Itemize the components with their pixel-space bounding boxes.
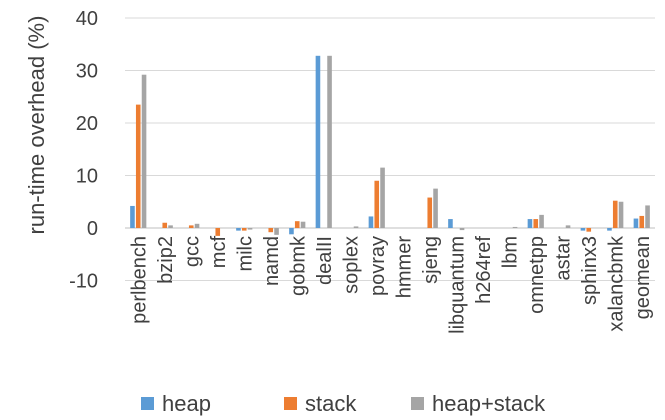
bar-stack-sjeng <box>427 197 433 228</box>
bar-heap-plus-stack-geomean <box>645 205 650 228</box>
bar-heap-plus-stack-milc <box>247 228 253 230</box>
bar-stack-geomean <box>639 215 645 228</box>
bar-stack-omnetpp <box>533 219 539 228</box>
legend-swatch-heap <box>141 397 154 410</box>
x-tick-label: libquantum <box>446 236 468 334</box>
x-tick-label: perlbench <box>128 236 150 324</box>
x-tick-label: milc <box>234 236 256 272</box>
bar-heap-perlbench <box>130 205 135 228</box>
bar-heap-plus-stack-soplex <box>353 226 359 228</box>
gridlines <box>125 17 655 281</box>
bar-heap-plus-stack-gcc <box>194 223 200 228</box>
x-tick-label: geomean <box>632 236 654 319</box>
y-tick-label: 20 <box>76 113 98 135</box>
bar-heap-dealII <box>315 55 321 228</box>
x-tick-label: gcc <box>181 236 203 267</box>
y-tick-label: 40 <box>76 8 98 30</box>
bar-heap-plus-stack-astar <box>565 225 571 228</box>
bar-heap-plus-stack-perlbench <box>141 74 147 228</box>
y-axis-title: run-time overhead (%) <box>24 16 49 235</box>
y-tick-label: 10 <box>76 166 98 188</box>
bar-heap-plus-stack-xalancbmk <box>618 201 624 228</box>
bar-heap-geomean <box>633 218 639 228</box>
x-tick-label: soplex <box>340 236 362 294</box>
bars <box>130 55 650 236</box>
bar-stack-perlbench <box>135 104 141 228</box>
x-tick-label: h264ref <box>473 236 495 304</box>
x-tick-label: bzip2 <box>155 236 177 284</box>
bar-heap-plus-stack-gobmk <box>300 221 306 228</box>
bar-heap-plus-stack-omnetpp <box>539 214 544 228</box>
x-tick-label: mcf <box>208 236 230 269</box>
bar-stack-gobmk <box>294 221 300 228</box>
x-tick-label: sphinx3 <box>579 236 601 305</box>
bar-heap-xalancbmk <box>607 228 612 231</box>
legend-swatch-heap-plus-stack <box>411 397 424 410</box>
bar-heap-sphinx3 <box>580 228 586 231</box>
x-tick-label: namd <box>261 236 283 286</box>
x-tick-label: dealII <box>314 236 336 285</box>
legend-swatch-stack <box>284 397 297 410</box>
bar-stack-povray <box>374 180 380 228</box>
bar-heap-plus-stack-libquantum <box>459 228 465 231</box>
bar-heap-libquantum <box>448 219 453 228</box>
y-tick-label: -10 <box>69 271 98 293</box>
bar-heap-gobmk <box>289 228 294 235</box>
y-tick-labels: -10 0 10 20 30 40 <box>69 8 98 293</box>
x-tick-label: sjeng <box>420 236 442 284</box>
x-tick-label: lbm <box>499 236 521 268</box>
x-tick-label: omnetpp <box>526 236 548 314</box>
legend: heap stack heap+stack <box>141 391 546 416</box>
bar-heap-milc <box>236 228 241 231</box>
bar-stack-gcc <box>188 225 194 228</box>
x-tick-label: hmmer <box>393 236 415 299</box>
bar-heap-plus-stack-dealII <box>327 55 332 228</box>
x-tick-label: gobmk <box>287 235 309 296</box>
bar-stack-milc <box>241 228 247 231</box>
legend-label-stack: stack <box>305 391 357 416</box>
bar-stack-sphinx3 <box>586 228 592 232</box>
bar-stack-mcf <box>215 228 221 236</box>
bar-stack-bzip2 <box>162 222 168 228</box>
bar-stack-xalancbmk <box>612 200 618 228</box>
legend-label-heap: heap <box>162 391 211 416</box>
x-tick-label: astar <box>552 236 574 281</box>
x-tick-label: xalancbmk <box>605 235 627 332</box>
bar-heap-plus-stack-namd <box>274 228 279 235</box>
bar-heap-omnetpp <box>527 219 533 228</box>
bar-heap-plus-stack-bzip2 <box>168 225 173 228</box>
bar-heap-povray <box>368 216 374 228</box>
bar-heap-plus-stack-lbm <box>512 226 518 228</box>
bar-stack-namd <box>268 228 274 233</box>
y-tick-label: 0 <box>87 218 98 240</box>
legend-label-heap-plus-stack: heap+stack <box>432 391 546 416</box>
bar-heap-plus-stack-sjeng <box>433 188 438 228</box>
bar-heap-plus-stack-povray <box>380 167 385 228</box>
x-tick-labels: perlbench bzip2 gcc mcf milc namd gobmk dealII s… <box>128 235 654 334</box>
x-tick-label: povray <box>367 236 389 296</box>
y-tick-label: 30 <box>76 61 98 83</box>
